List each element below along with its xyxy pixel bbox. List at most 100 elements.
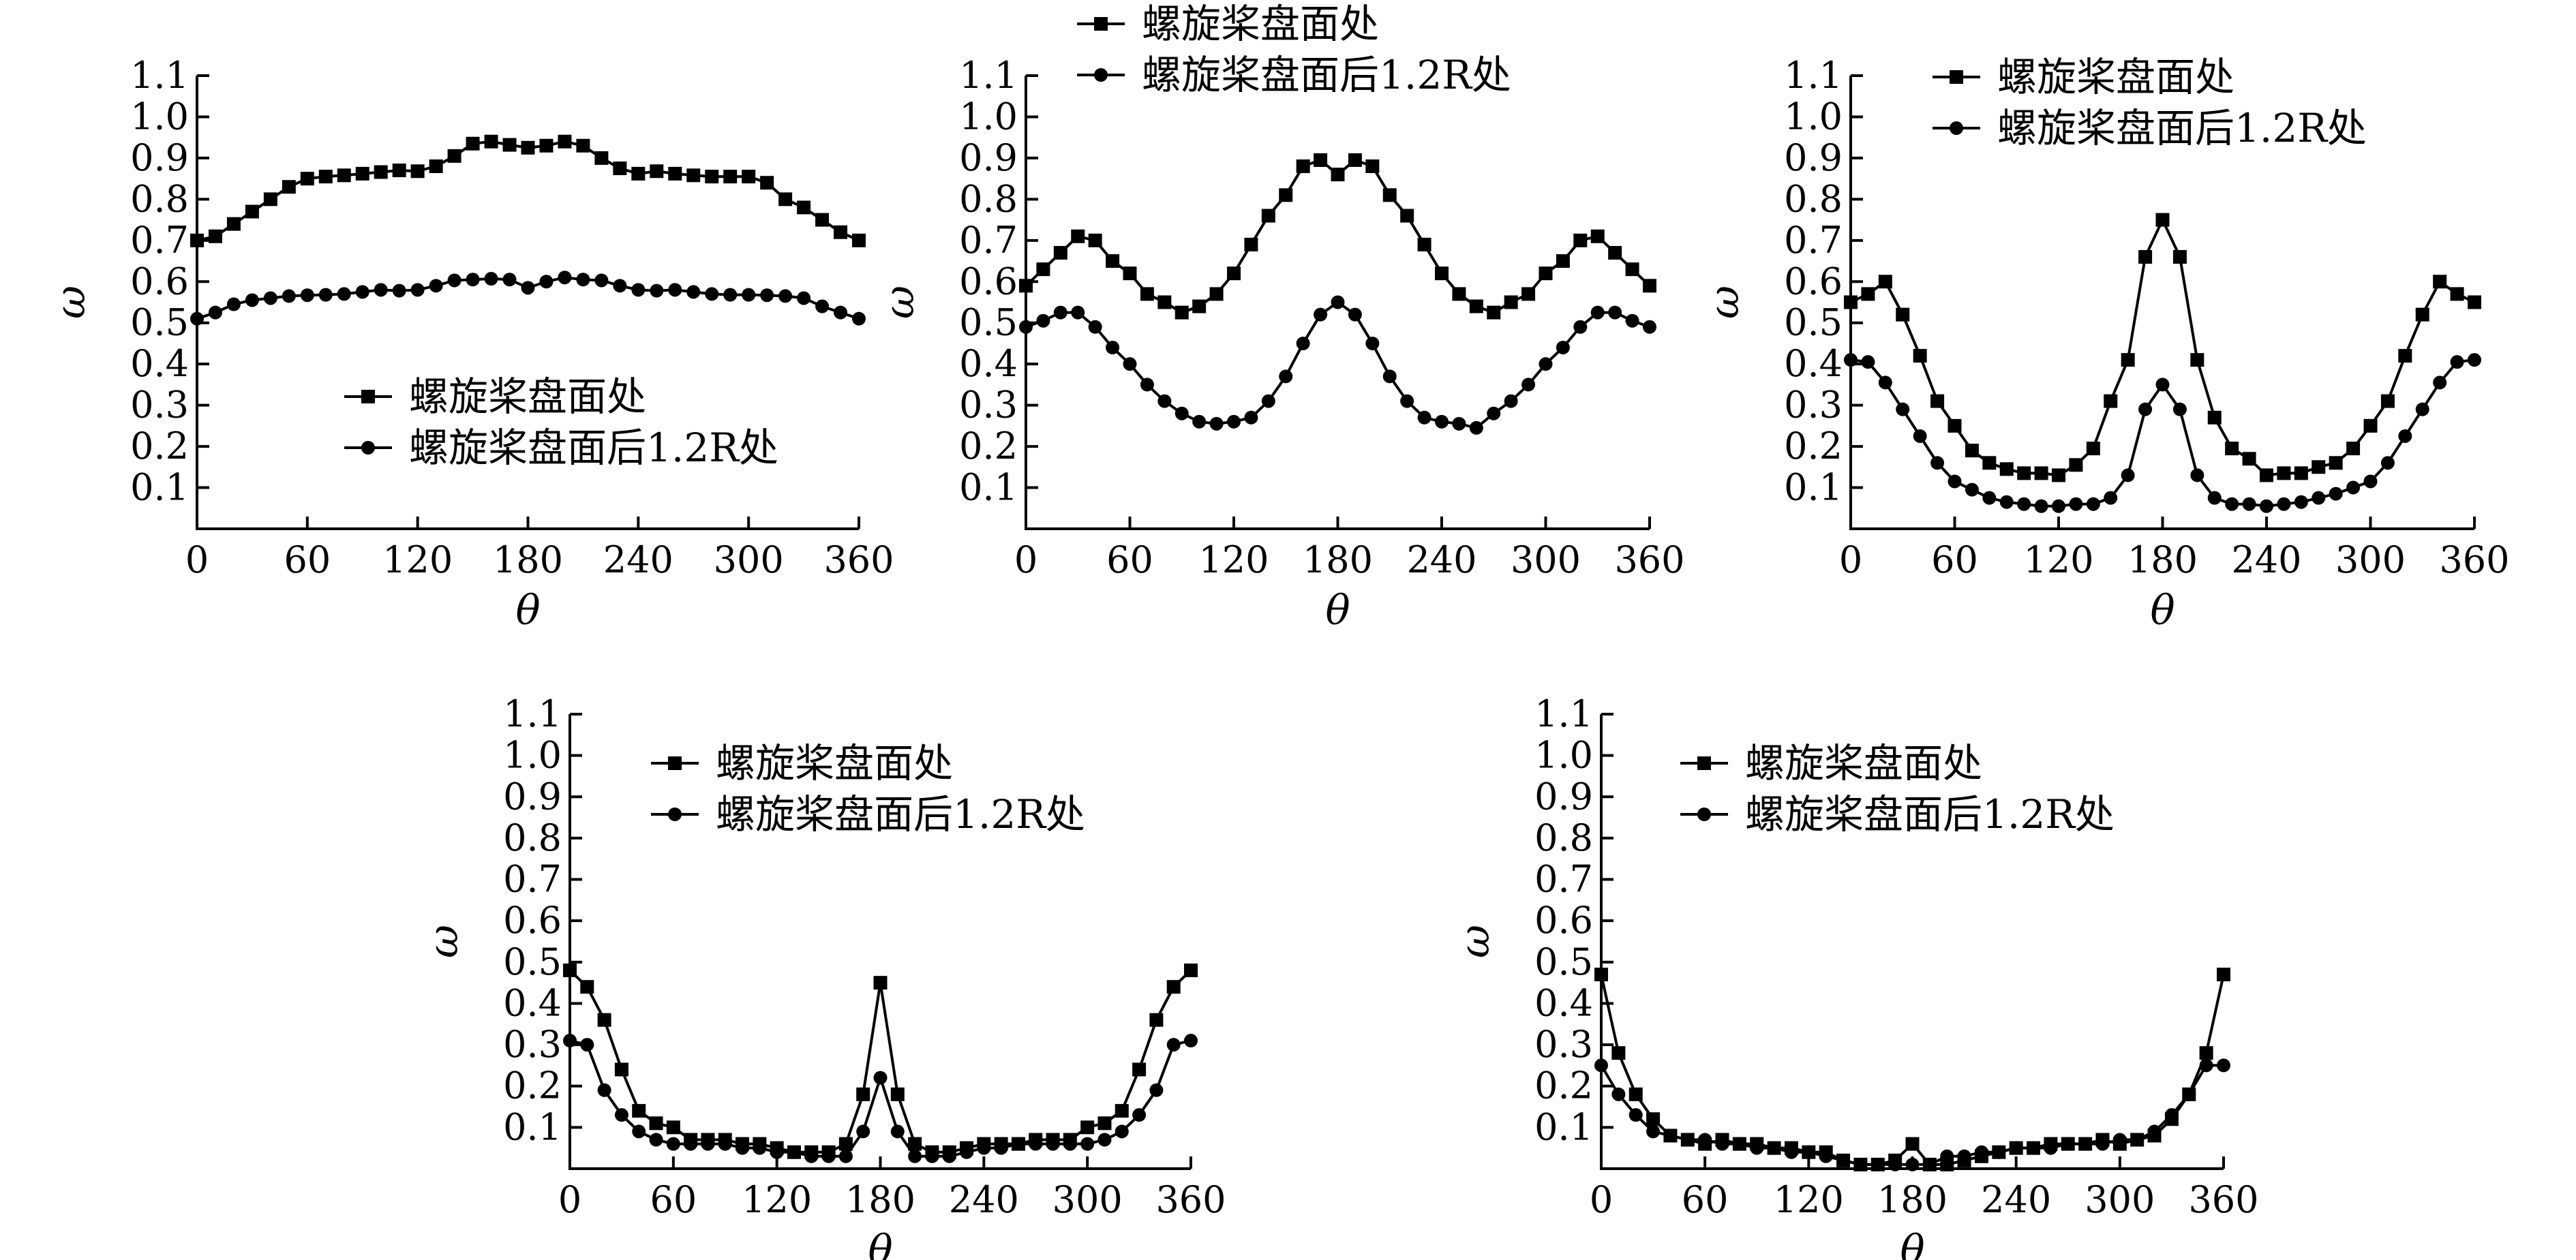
- data-point: [580, 980, 594, 994]
- x-tick-label: 0: [558, 1178, 581, 1221]
- legend-marker: [1094, 17, 1108, 31]
- data-point: [1982, 491, 1997, 505]
- y-tick-label: 0.7: [130, 219, 189, 262]
- data-point: [1365, 159, 1380, 173]
- y-tick-label: 0.9: [1784, 136, 1843, 179]
- data-point: [1166, 1038, 1181, 1052]
- data-point: [1149, 1083, 1164, 1097]
- data-point: [2121, 468, 2135, 482]
- series-2: [1019, 295, 1656, 435]
- data-point: [1896, 402, 1910, 416]
- data-point: [1590, 229, 1605, 243]
- legend-label: 螺旋桨盘面后1.2R处: [1997, 105, 2367, 151]
- legend-marker: [1950, 121, 1963, 135]
- data-point: [1521, 378, 1536, 392]
- data-point: [668, 166, 682, 181]
- y-tick-label: 0.2: [1784, 425, 1843, 467]
- data-point: [1913, 349, 1927, 363]
- series-1: [563, 963, 1198, 1159]
- data-point: [1556, 341, 1570, 354]
- y-tick-label: 0.3: [1784, 384, 1843, 427]
- x-tick-label: 180: [493, 538, 563, 581]
- data-point: [539, 138, 554, 153]
- x-tick-label: 60: [1106, 538, 1153, 581]
- x-tick-label: 60: [1682, 1178, 1729, 1221]
- series-1: [1019, 153, 1656, 320]
- data-point: [1590, 305, 1605, 320]
- data-point: [1896, 307, 1910, 322]
- data-point: [1314, 153, 1328, 167]
- data-point: [1913, 429, 1927, 443]
- y-tick-label: 0.6: [1534, 899, 1593, 942]
- x-tick-label: 300: [714, 538, 784, 581]
- y-tick-label: 0.6: [130, 260, 189, 303]
- data-point: [1487, 406, 1501, 420]
- data-point: [410, 283, 425, 297]
- data-point: [960, 1145, 974, 1159]
- data-point: [1063, 1137, 1077, 1151]
- data-point: [355, 166, 369, 181]
- data-point: [1643, 320, 1656, 334]
- data-point: [1948, 418, 1962, 433]
- data-point: [392, 164, 406, 178]
- data-point: [1400, 209, 1414, 223]
- data-point: [2363, 418, 2378, 433]
- data-point: [374, 283, 388, 297]
- x-tick-label: 360: [823, 538, 894, 581]
- data-point: [1539, 357, 1553, 371]
- data-point: [613, 279, 627, 293]
- data-point: [2346, 442, 2361, 456]
- data-point: [908, 1137, 922, 1151]
- data-point: [1175, 406, 1189, 420]
- data-point: [1184, 1034, 1198, 1048]
- data-point: [1999, 495, 2014, 509]
- x-tick-label: 60: [1931, 538, 1978, 581]
- data-point: [668, 283, 682, 297]
- data-point: [300, 288, 314, 303]
- data-point: [300, 172, 314, 186]
- data-point: [1965, 444, 1979, 458]
- data-point: [337, 287, 351, 301]
- data-point: [1573, 233, 1588, 247]
- data-point: [208, 229, 222, 243]
- data-point: [1080, 1137, 1095, 1151]
- data-point: [1982, 456, 1997, 470]
- data-point: [1784, 1145, 1798, 1159]
- data-point: [2009, 1141, 2023, 1155]
- data-point: [2329, 456, 2343, 470]
- y-tick-label: 0.7: [503, 858, 562, 901]
- data-point: [2380, 456, 2395, 470]
- data-point: [632, 1124, 646, 1139]
- y-tick-label: 0.5: [959, 301, 1018, 344]
- data-point: [226, 217, 241, 231]
- x-tick-label: 60: [284, 538, 331, 581]
- data-point: [1643, 279, 1656, 293]
- series-line: [1850, 216, 2475, 477]
- data-point: [1175, 305, 1189, 320]
- data-point: [1861, 287, 1875, 301]
- data-point: [684, 1137, 698, 1151]
- data-point: [1106, 341, 1120, 354]
- chart-panel-5: 0.10.20.30.40.50.60.70.80.91.01.1 0 60 120 1…: [1451, 692, 2259, 1260]
- data-point: [1504, 295, 1518, 309]
- data-point: [1140, 287, 1154, 301]
- y-tick-label: 0.1: [1784, 466, 1843, 509]
- data-point: [1611, 1087, 1626, 1101]
- x-tick-label: 0: [1014, 538, 1037, 581]
- y-tick-label: 0.3: [130, 384, 189, 427]
- data-point: [1930, 456, 1945, 470]
- y-tick-label: 0.1: [503, 1105, 562, 1148]
- data-point: [760, 176, 774, 190]
- data-point: [994, 1141, 1008, 1155]
- data-point: [723, 170, 738, 184]
- y-tick-label: 0.8: [1784, 177, 1843, 220]
- data-point: [1184, 963, 1198, 977]
- legend-label: 螺旋桨盘面处: [1142, 1, 1379, 47]
- x-tick-label: 300: [2085, 1178, 2155, 1221]
- data-point: [521, 140, 535, 155]
- x-tick-label: 300: [1052, 1178, 1123, 1221]
- y-tick-label: 0.2: [959, 425, 1018, 467]
- x-tick-label: 120: [742, 1178, 812, 1221]
